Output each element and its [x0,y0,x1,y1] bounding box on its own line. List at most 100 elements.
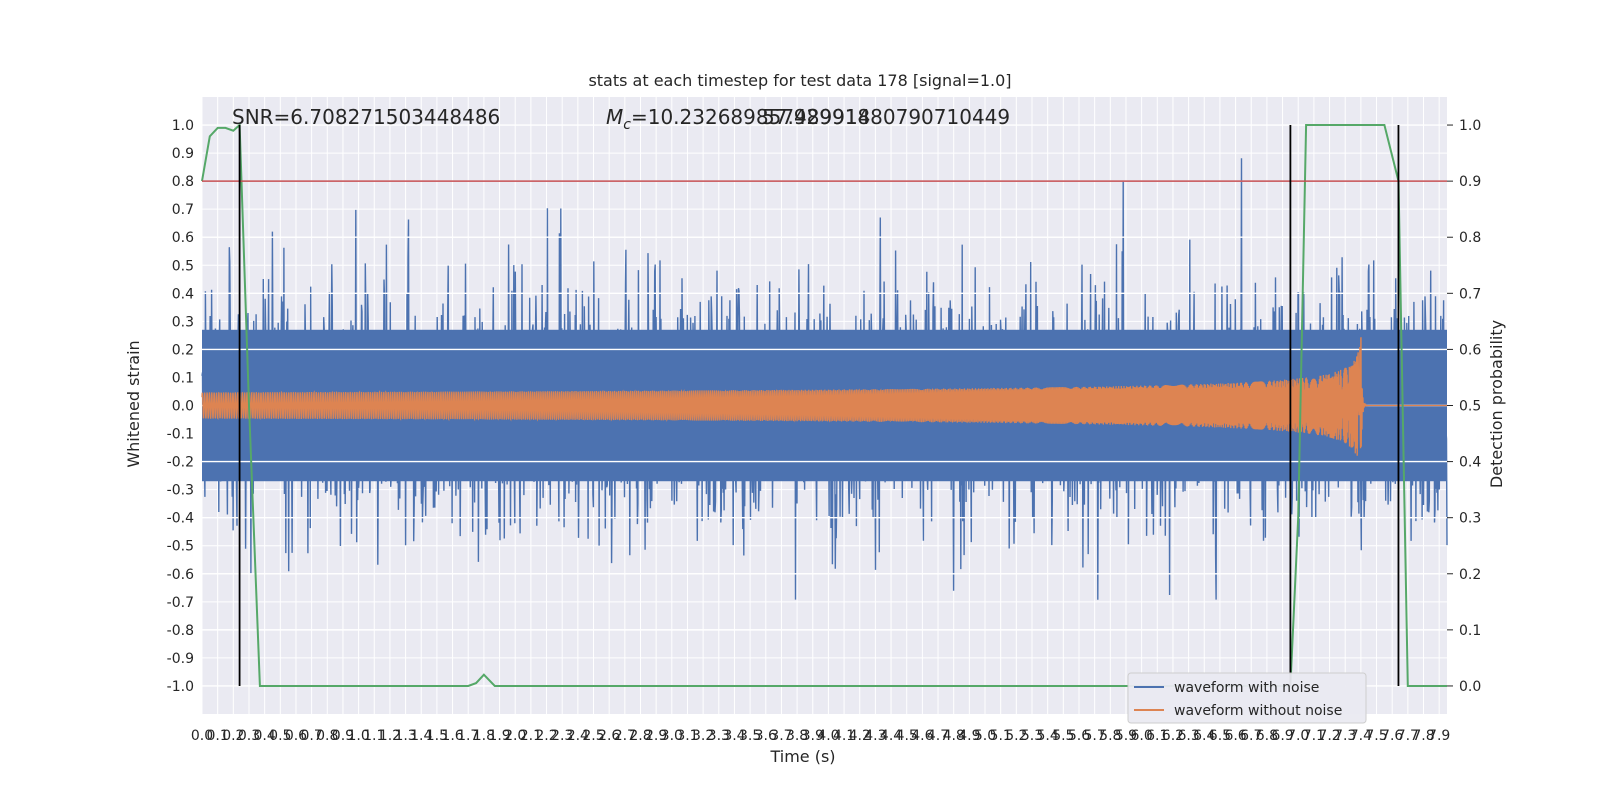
x-tick-label: 2.8 [629,728,651,744]
x-tick-label: 0.3 [238,728,260,744]
y-tick-label: -0.5 [167,539,194,555]
x-tick-label: 6.3 [1177,728,1199,744]
x-tick-label: 3.3 [708,728,730,744]
x-tick-label: 3.0 [661,728,683,744]
snr-annotation: SNR=6.708271503448486 [232,105,500,129]
x-tick-label: 6.1 [1146,728,1168,744]
y2-axis-label: Detection probability [1487,320,1506,488]
y-tick-label: 0.2 [172,342,194,358]
x-tick-label: 0.5 [269,728,291,744]
y-tick-label: 0.5 [172,258,194,274]
y-tick-labels: 1.0 0.9 0.8 0.7 0.6 0.5 0.4 0.3 0.2 0.1 0.0 -0.1 -0.… [167,118,194,695]
y-tick-label: 0.6 [172,230,194,246]
y2-tick-label: 0.9 [1459,174,1481,190]
x-tick-label: 5.0 [974,728,996,744]
y2-tick-label: 0.3 [1459,511,1481,527]
x-tick-label: 1.3 [394,728,416,744]
x-tick-label: 1.1 [363,728,385,744]
x-tick-label: 6.0 [1130,728,1152,744]
x-tick-label: 0.9 [332,728,354,744]
x-tick-label: 5.8 [1099,728,1121,744]
x-tick-label: 0.7 [300,728,322,744]
x-tick-label: 4.7 [927,728,949,744]
y-tick-label: 0.3 [172,314,194,330]
x-tick-label: 2.1 [520,728,542,744]
x-tick-label: 7.6 [1381,728,1403,744]
y-tick-label: -0.2 [167,455,194,471]
y2-tick-label: 0.4 [1459,455,1481,471]
x-tick-label: 3.6 [755,728,777,744]
y-tick-label: 0.4 [172,286,194,302]
x-tick-label: 4.2 [849,728,871,744]
x-tick-label: 7.2 [1318,728,1340,744]
x-tick-label: 7.3 [1334,728,1356,744]
y2-tick-label: 0.8 [1459,230,1481,246]
y-tick-label: -0.7 [167,595,194,611]
y-tick-label: -0.8 [167,623,194,639]
chart-title: stats at each timestep for test data 178… [588,71,1011,90]
x-tick-label: 2.2 [535,728,557,744]
x-tick-label: 6.5 [1209,728,1231,744]
x-tick-label: 2.4 [567,728,589,744]
y-axis-label: Whitened strain [124,340,143,467]
x-tick-label: 6.4 [1193,728,1215,744]
y2-tick-label: 0.1 [1459,623,1481,639]
x-tick-label: 0.2 [222,728,244,744]
x-tick-label: 3.9 [802,728,824,744]
y-tick-label: -1.0 [167,679,194,695]
x-tick-label: 7.5 [1365,728,1387,744]
y2-tick-label: 0.7 [1459,286,1481,302]
x-tick-label: 0.0 [191,728,213,744]
y2-tick-label: 0.6 [1459,342,1481,358]
x-tick-label: 2.3 [551,728,573,744]
x-tick-label: 7.0 [1287,728,1309,744]
x-tick-label: 3.5 [739,728,761,744]
x-tick-label: 1.4 [410,728,432,744]
x-tick-label: 5.9 [1115,728,1137,744]
x-tick-label: 1.0 [347,728,369,744]
x-tick-label: 2.7 [614,728,636,744]
y2-tick-label: 0.5 [1459,399,1481,415]
probability-trace [201,122,1447,687]
x-tick-label: 2.0 [504,728,526,744]
x-tick-label: 0.6 [285,728,307,744]
y2-tick-label: 0.0 [1459,679,1481,695]
x-tick-label: 5.5 [1052,728,1074,744]
x-tick-label: 5.4 [1037,728,1059,744]
x-tick-label: 3.4 [723,728,745,744]
y-tick-label: 0.7 [172,202,194,218]
x-axis-label: Time (s) [769,747,835,766]
mc-subscript: c [623,117,631,133]
y-tick-label: 0.9 [172,146,194,162]
y-tick-label: -0.3 [167,483,194,499]
x-tick-label: 0.8 [316,728,338,744]
y-tick-label: 0.8 [172,174,194,190]
y-tick-label: 0.0 [172,399,194,415]
overlap-annotation: 57.92991880790710449 [762,105,1010,129]
x-tick-label: 1.9 [488,728,510,744]
x-tick-label: 6.8 [1256,728,1278,744]
x-tick-label: 4.8 [943,728,965,744]
series-waveform-without-noise [201,337,1447,456]
x-tick-label: 7.8 [1412,728,1434,744]
x-tick-label: 5.3 [1021,728,1043,744]
x-tick-label: 6.7 [1240,728,1262,744]
x-tick-label: 2.5 [582,728,604,744]
x-tick-label: 1.7 [457,728,479,744]
x-tick-labels: 0.00.10.20.30.40.50.60.70.80.91.01.11.21… [191,728,1450,744]
legend-label-noise: waveform with noise [1174,680,1319,696]
x-tick-label: 1.8 [473,728,495,744]
x-tick-label: 4.6 [911,728,933,744]
x-tick-label: 5.7 [1084,728,1106,744]
x-tick-label: 1.5 [426,728,448,744]
series-detection-probability [201,122,1447,687]
y2-tick-label: 0.2 [1459,567,1481,583]
mc-symbol: M [606,105,623,129]
y2-tick-label: 1.0 [1459,118,1481,134]
x-tick-label: 4.1 [833,728,855,744]
y2-tick-labels: 1.0 0.9 0.8 0.7 0.6 0.5 0.4 0.3 0.2 0.1 0.0 [1447,118,1481,695]
x-tick-label: 7.9 [1428,728,1450,744]
x-tick-label: 2.6 [598,728,620,744]
x-tick-label: 4.9 [958,728,980,744]
x-tick-label: 3.1 [676,728,698,744]
